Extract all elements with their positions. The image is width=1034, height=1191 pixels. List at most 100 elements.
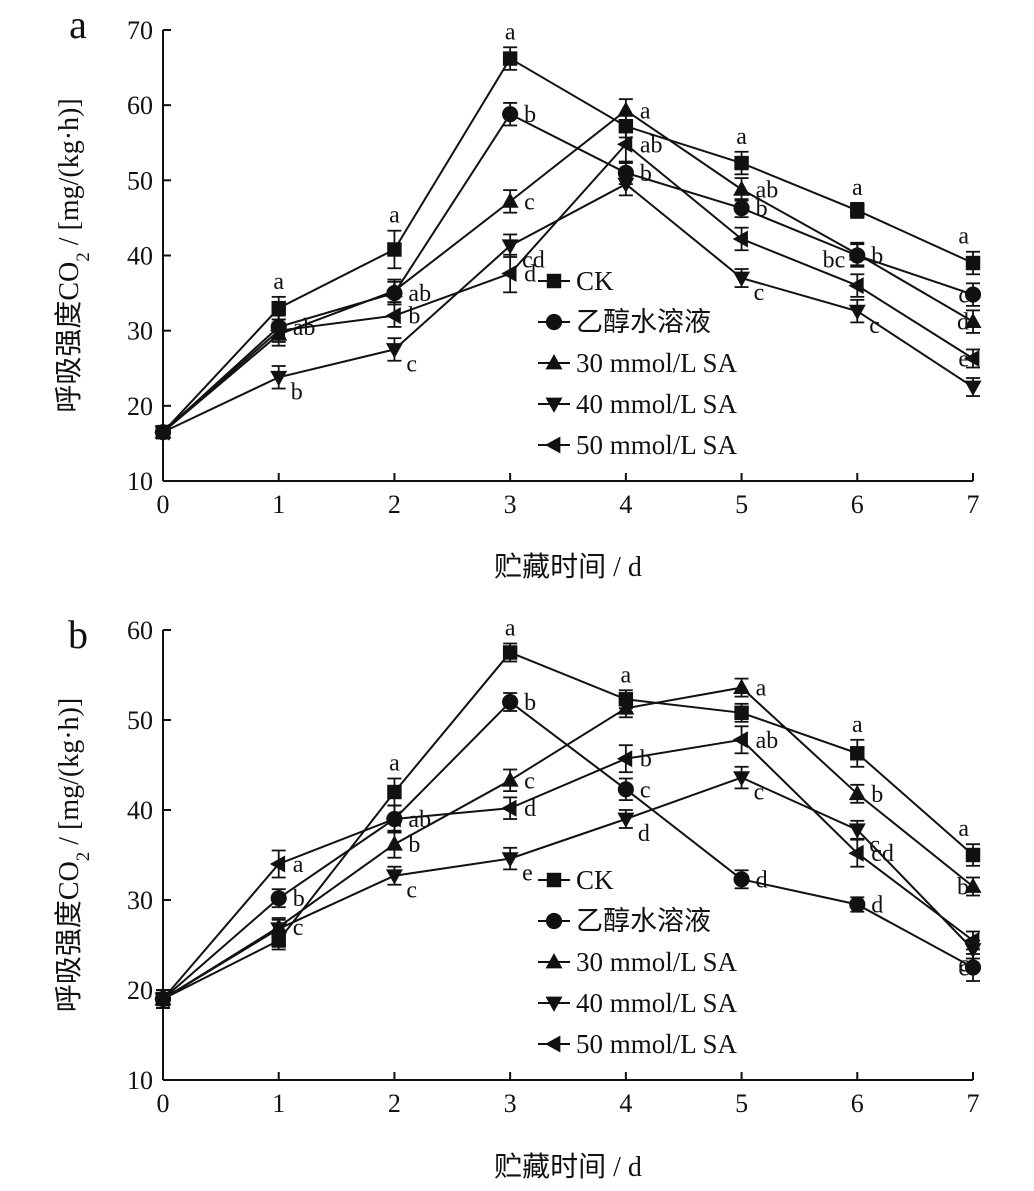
x-axis-title: 贮藏时间 / d: [494, 551, 642, 583]
x-axis-title: 贮藏时间 / d: [494, 1151, 642, 1183]
significance-label: b: [293, 886, 305, 912]
significance-label: d: [756, 867, 768, 893]
data-point: [965, 255, 981, 271]
series-line: [162, 738, 974, 1000]
data-point: [734, 155, 749, 171]
data-point: [387, 242, 402, 257]
data-point: [502, 693, 519, 711]
significance-label: c: [958, 283, 969, 309]
series-line: [162, 776, 974, 1000]
significance-label: c: [958, 952, 969, 978]
significance-label: a: [852, 712, 863, 738]
significance-label: b: [408, 832, 420, 858]
legend-marker: [545, 1035, 561, 1053]
significance-label: b: [640, 161, 652, 187]
series-line: [162, 651, 974, 1000]
data-point: [501, 239, 519, 255]
significance-label: a: [621, 662, 632, 688]
data-point: [965, 847, 981, 863]
legend-marker: [545, 397, 563, 413]
data-point: [964, 286, 982, 303]
y-tick-label: 60: [127, 616, 153, 645]
y-tick-label: 10: [127, 1066, 153, 1095]
data-point: [269, 855, 286, 873]
data-point: [733, 871, 750, 888]
significance-label: d: [524, 262, 536, 288]
x-tick-label: 6: [851, 490, 864, 519]
data-point: [848, 304, 866, 321]
data-point: [964, 349, 980, 367]
data-point: [501, 192, 519, 208]
significance-label: c: [869, 832, 880, 858]
y-axis-title-main: 呼吸强度CO: [53, 262, 85, 413]
significance-label: c: [524, 768, 535, 794]
series-line: [162, 142, 974, 433]
data-point: [269, 322, 286, 340]
data-point: [733, 771, 751, 787]
significance-label: d: [638, 821, 650, 847]
significance-label: b: [957, 875, 969, 901]
significance-label: b: [871, 782, 883, 808]
significance-label: e: [522, 861, 533, 887]
x-tick-label: 0: [157, 1089, 170, 1118]
significance-label: a: [958, 224, 969, 250]
significance-label: d: [957, 310, 969, 336]
data-point: [385, 810, 401, 828]
data-point: [617, 177, 635, 194]
x-tick-label: 2: [388, 1089, 401, 1118]
data-point: [964, 959, 982, 976]
x-tick-label: 5: [735, 490, 748, 519]
data-point: [154, 990, 170, 1008]
significance-label: a: [505, 616, 516, 642]
significance-label: a: [389, 751, 400, 777]
legend-label: 50 mmol/L SA: [576, 1029, 738, 1059]
legend-label: 40 mmol/L SA: [576, 389, 738, 419]
x-tick-label: 3: [504, 490, 517, 519]
data-point: [733, 200, 750, 217]
significance-label: b: [524, 102, 536, 128]
legend-label: 乙醇水溶液: [576, 307, 711, 337]
data-point: [733, 271, 751, 287]
y-tick-label: 30: [127, 317, 153, 346]
x-tick-label: 2: [388, 490, 401, 519]
legend-label: 30 mmol/L SA: [576, 348, 738, 378]
data-point: [848, 245, 866, 261]
significance-label: a: [958, 816, 969, 842]
series-0: a a a a a a: [155, 19, 981, 440]
significance-label: b: [524, 690, 536, 716]
significance-label: cd: [871, 841, 894, 867]
panel-letter: a: [69, 2, 87, 47]
x-tick-label: 6: [851, 1089, 864, 1118]
y-tick-label: 30: [127, 886, 153, 915]
data-point: [270, 890, 287, 907]
data-point: [502, 51, 518, 66]
significance-label: ab: [408, 281, 431, 307]
legend-marker: [545, 436, 561, 454]
y-tick-label: 40: [127, 242, 153, 271]
x-tick-label: 7: [967, 1089, 980, 1118]
data-point: [617, 781, 634, 798]
legend-marker: [545, 912, 563, 930]
significance-label: a: [640, 98, 651, 124]
legend-label: CK: [576, 266, 614, 296]
significance-label: b: [291, 379, 303, 405]
significance-label: c: [293, 915, 304, 941]
significance-label: c: [406, 878, 417, 904]
significance-label: a: [389, 203, 400, 229]
significance-label: a: [756, 676, 767, 702]
y-axis-title: 呼吸强度CO2 / [mg/(kg·h)]: [53, 98, 94, 412]
legend-label: 50 mmol/L SA: [576, 430, 738, 460]
data-point: [964, 932, 980, 949]
data-point: [385, 343, 403, 359]
data-point: [501, 771, 519, 787]
y-tick-label: 50: [127, 166, 153, 195]
data-point: [848, 277, 864, 295]
x-tick-label: 1: [272, 490, 285, 519]
significance-label: d: [871, 893, 883, 919]
data-point: [501, 265, 517, 283]
